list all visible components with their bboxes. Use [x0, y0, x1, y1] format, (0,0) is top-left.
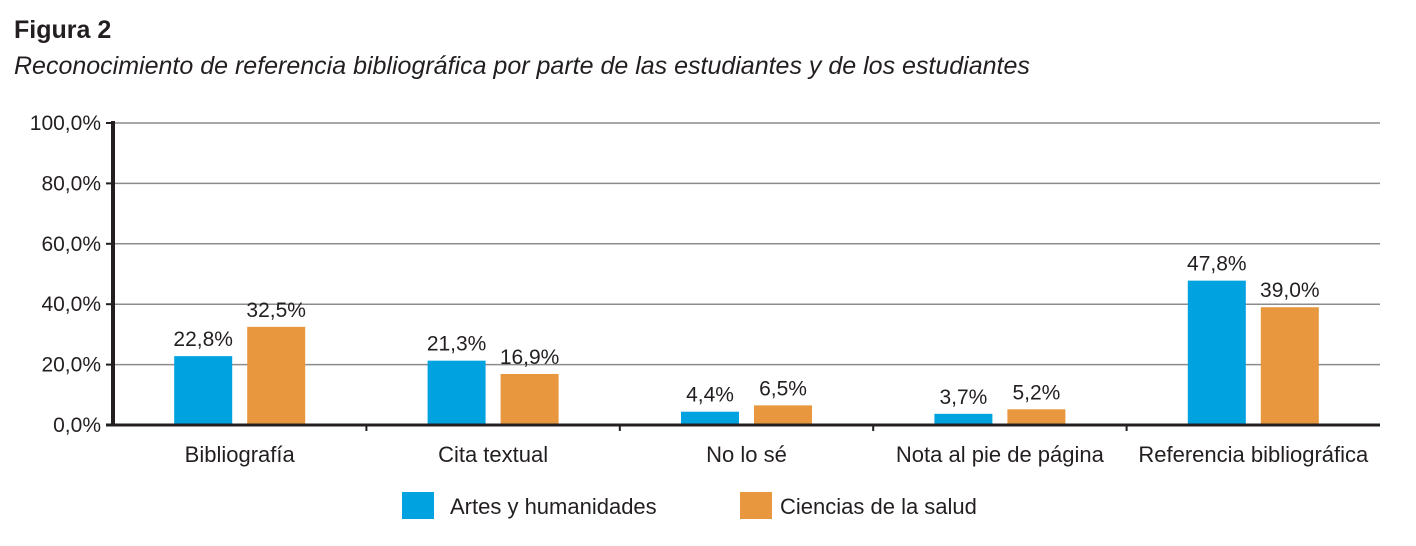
bar-value-label: 5,2% — [1012, 381, 1060, 404]
bar-value-label: 22,8% — [173, 328, 233, 351]
bar-ciencias — [500, 373, 559, 425]
legend-label: Ciencias de la salud — [780, 494, 977, 519]
axes: 0,0% 20,0% 40,0% 60,0% 80,0% 100,0% Bibliograf… — [30, 112, 1380, 467]
y-tick-label: 80,0% — [41, 172, 101, 195]
bar-artes — [427, 360, 486, 425]
data-labels: 22,8% 32,5% 21,3% 16,9% 4,4% 6,5% 3,7% 5,2% 47,8… — [173, 253, 1319, 409]
legend-swatch — [740, 492, 772, 519]
y-tick-label: 60,0% — [41, 233, 101, 256]
bar-value-label: 4,4% — [686, 384, 734, 407]
legend-label: Artes y humanidades — [450, 494, 657, 519]
bar-artes — [1187, 280, 1246, 425]
bar-value-label: 16,9% — [500, 346, 560, 369]
bar-artes — [934, 413, 993, 425]
figure-label: Figura 2 — [14, 16, 112, 44]
figure-caption: Reconocimiento de referencia bibliográfi… — [14, 52, 1030, 80]
bar-value-label: 39,0% — [1260, 279, 1320, 302]
bar-value-label: 6,5% — [759, 377, 807, 400]
bars — [174, 280, 1319, 425]
y-tick-label: 40,0% — [41, 293, 101, 316]
legend: Artes y humanidades Ciencias de la salud — [402, 492, 977, 519]
bar-ciencias — [1260, 307, 1319, 425]
y-tick-label: 0,0% — [53, 414, 101, 437]
x-category-label: Referencia bibliográfica — [1138, 442, 1369, 467]
bar-ciencias — [1007, 409, 1066, 425]
y-tick-label: 20,0% — [41, 354, 101, 377]
bar-value-label: 32,5% — [246, 299, 306, 322]
bar-ciencias — [754, 405, 812, 425]
legend-swatch — [402, 492, 434, 519]
bar-value-label: 21,3% — [427, 333, 487, 356]
x-category-label: Nota al pie de página — [896, 442, 1105, 467]
bar-ciencias — [247, 326, 306, 425]
x-category-label: No lo sé — [706, 442, 787, 467]
bar-artes — [174, 356, 233, 425]
x-category-label: Bibliografía — [185, 442, 296, 467]
bar-value-label: 3,7% — [939, 386, 987, 409]
y-tick-label: 100,0% — [30, 112, 101, 135]
bar-value-label: 47,8% — [1187, 253, 1247, 276]
bar-artes — [681, 411, 739, 425]
gridlines — [113, 122, 1380, 366]
x-category-label: Cita textual — [438, 442, 548, 467]
